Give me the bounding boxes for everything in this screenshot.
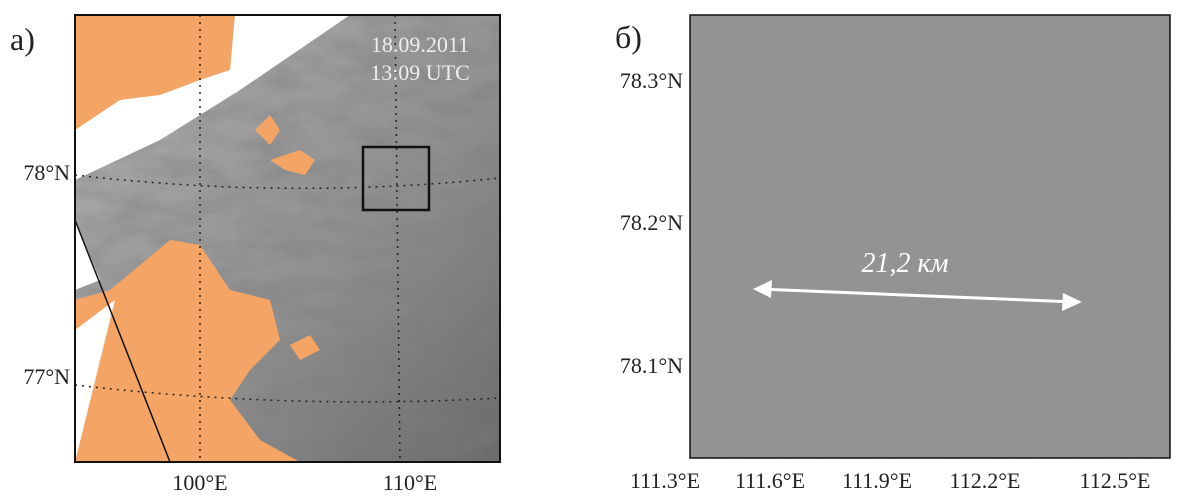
lon-label: 111.9°E: [842, 468, 912, 493]
lon-label: 112.5°E: [1080, 468, 1151, 493]
panel-label: б): [615, 19, 642, 55]
date: 18.09.2011: [371, 32, 469, 57]
lon-label: 111.6°E: [735, 468, 805, 493]
lon-label: 111.3°E: [630, 468, 700, 493]
distance-label: 21,2 км: [862, 248, 949, 279]
lon-label: 112.2°E: [950, 468, 1021, 493]
lat-label: 78.3°N: [620, 68, 683, 93]
lon-labels: 111.3°E 111.6°E 111.9°E 112.2°E 112.5°E: [630, 468, 1151, 493]
panel-label: а): [10, 21, 35, 57]
time: 13:09 UTC: [370, 60, 470, 85]
lon-label: 100°E: [172, 470, 227, 495]
figure: а) 18.09.2011 13:09 UTC 78°N 77°N 100°E …: [0, 0, 1178, 496]
sar-texture: [690, 15, 1170, 458]
lat-label: 78.2°N: [620, 210, 683, 235]
lat-label: 78.1°N: [620, 353, 683, 378]
lat-label: 77°N: [23, 364, 70, 389]
lon-label: 110°E: [383, 470, 437, 495]
lat-label: 78°N: [23, 160, 70, 185]
